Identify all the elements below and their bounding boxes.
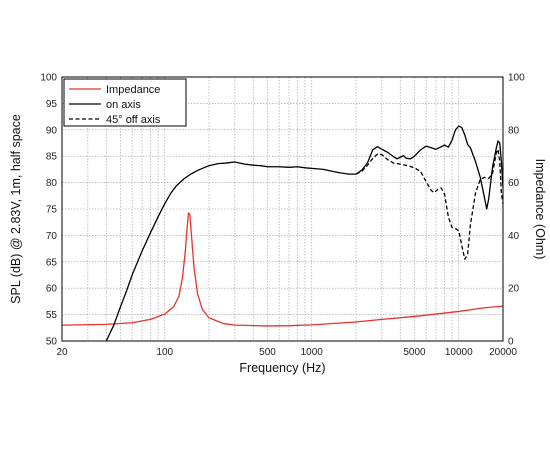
curves — [61, 125, 504, 342]
y-left-tick-label: 60 — [46, 284, 58, 295]
y-right-tick-label: 80 — [508, 125, 520, 136]
x-tick-label: 1000 — [301, 347, 324, 358]
y-right-tick-label: 40 — [508, 231, 520, 242]
tick-labels: 20 100 500 1000 5000 10000 2000050556065707580… — [40, 73, 525, 359]
y-left-tick-label: 100 — [40, 73, 57, 84]
y-left-tick-label: 80 — [46, 178, 58, 189]
y-right-tick-label: 60 — [508, 178, 520, 189]
x-tick-label: 500 — [259, 347, 276, 358]
y-left-tick-label: 85 — [46, 152, 58, 163]
grid-lines — [62, 77, 503, 341]
x-tick-label: 20 — [56, 347, 68, 358]
x-tick-label: 100 — [156, 347, 173, 358]
y-left-tick-label: 90 — [46, 125, 58, 136]
plot-frame — [61, 76, 504, 342]
legend-label-off-axis: 45° off axis — [106, 114, 161, 126]
series-line-1 — [105, 125, 504, 342]
legend-label-impedance: Impedance — [106, 84, 160, 96]
y-right-tick-label: 100 — [508, 73, 525, 84]
legend-label-on-axis: on axis — [106, 99, 141, 111]
series-line-0 — [61, 212, 504, 327]
y-left-tick-label: 95 — [46, 99, 58, 110]
x-tick-label: 10000 — [445, 347, 473, 358]
y-left-tick-label: 70 — [46, 231, 58, 242]
legend: Impedance on axis 45° off axis — [63, 78, 187, 127]
x-tick-label: 5000 — [403, 347, 426, 358]
y-left-tick-label: 55 — [46, 310, 58, 321]
y-left-tick-label: 50 — [46, 337, 58, 348]
x-axis-title: Frequency (Hz) — [239, 361, 325, 375]
series-line-2 — [355, 148, 504, 260]
y-axis-right-title: Impedance (Ohm) — [533, 159, 547, 260]
y-left-tick-label: 65 — [46, 257, 58, 268]
y-axis-left-title: SPL (dB) @ 2.83V, 1m, half space — [9, 114, 23, 304]
legend-item-on-axis: on axis — [69, 99, 141, 111]
legend-item-impedance: Impedance — [69, 84, 160, 96]
y-left-tick-label: 75 — [46, 205, 58, 216]
y-right-tick-label: 0 — [508, 337, 514, 348]
legend-box — [63, 78, 187, 127]
legend-item-off-axis: 45° off axis — [69, 114, 161, 126]
y-right-tick-label: 20 — [508, 284, 520, 295]
x-tick-label: 20000 — [489, 347, 517, 358]
